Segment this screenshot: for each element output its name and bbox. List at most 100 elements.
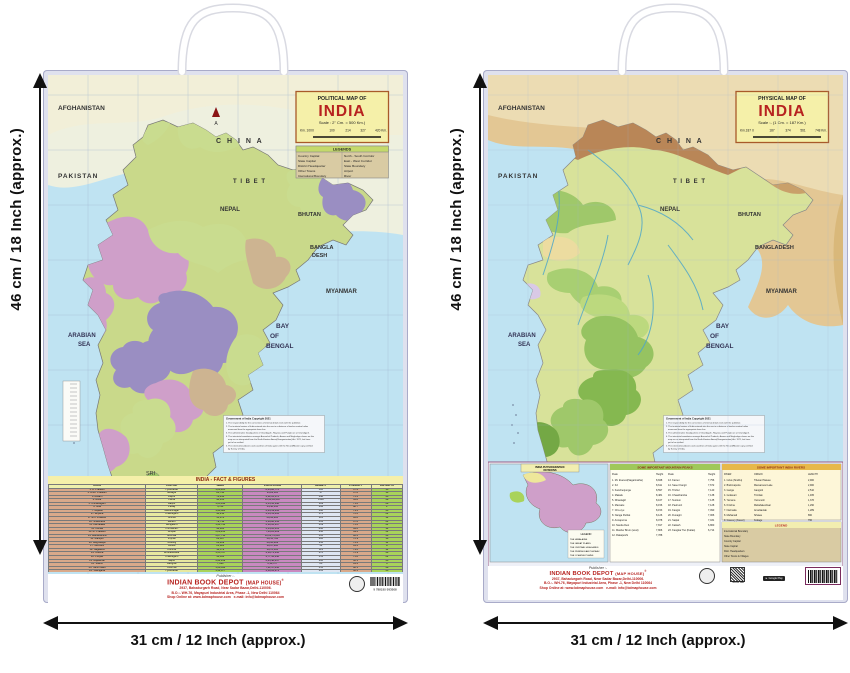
svg-text:Amarkantak: Amarkantak <box>754 509 768 512</box>
svg-text:BHUTAN: BHUTAN <box>738 212 761 218</box>
svg-text:1. The responsibility for the: 1. The responsibility for the correctnes… <box>666 422 741 425</box>
svg-text:Scale : 2'' Cm. = 500 Km.): Scale : 2'' Cm. = 500 Km.) <box>319 120 366 125</box>
svg-text:ORIGIN: ORIGIN <box>754 473 763 476</box>
svg-text:6. Krishna: 6. Krishna <box>724 504 735 507</box>
svg-text:PAKISTAN: PAKISTAN <box>58 173 98 180</box>
svg-text:Other Towns: Other Towns <box>298 169 316 173</box>
svg-text:Distt. Headquarters: Distt. Headquarters <box>724 550 745 553</box>
svg-text:374: 374 <box>785 129 791 133</box>
svg-text:SEA: SEA <box>78 342 91 348</box>
svg-text:187: 187 <box>769 129 775 133</box>
svg-text:INDIA: INDIA <box>318 103 365 120</box>
svg-text:BANGLA: BANGLA <box>310 245 334 251</box>
svg-text:yet to be verified.: yet to be verified. <box>668 441 684 444</box>
svg-text:MYANMAR: MYANMAR <box>326 289 357 295</box>
svg-text:ARABIAN: ARABIAN <box>508 333 536 339</box>
svg-text:2,900: 2,900 <box>808 484 815 487</box>
svg-text:THE COASTAL PLAINS: THE COASTAL PLAINS <box>570 554 594 557</box>
svg-text:17. Nunkun: 17. Nunkun <box>668 499 681 502</box>
svg-text:THE GREAT PLAINS: THE GREAT PLAINS <box>570 542 591 545</box>
svg-text:561: 561 <box>800 129 806 133</box>
svg-text:8,481: 8,481 <box>656 494 663 497</box>
svg-text:Km. 100: Km. 100 <box>300 129 312 133</box>
svg-text:Peak: Peak <box>612 473 618 476</box>
svg-text:East - West Corridor: East - West Corridor <box>344 159 372 163</box>
svg-text:5. The external boundaries and: 5. The external boundaries and coastline… <box>226 445 313 448</box>
svg-text:LEGEND: LEGEND <box>581 532 592 536</box>
svg-text:LEGEND: LEGEND <box>775 523 788 527</box>
svg-text:1,289: 1,289 <box>808 509 815 512</box>
svg-text:7,138: 7,138 <box>708 494 715 497</box>
svg-text:8,153: 8,153 <box>656 509 663 512</box>
svg-text:District Headquarter: District Headquarter <box>298 164 326 168</box>
svg-text:19. Kangto: 19. Kangto <box>668 509 681 512</box>
svg-text:Government of India Copyright: Government of India Copyright 2021 <box>226 417 271 421</box>
svg-text:6,860: 6,860 <box>708 524 715 527</box>
svg-text:1,290: 1,290 <box>808 504 815 507</box>
svg-text:1. Mt. Everest(Sagarmatha): 1. Mt. Everest(Sagarmatha) <box>612 479 643 482</box>
svg-text:SEA: SEA <box>518 342 531 348</box>
svg-text:Trimbak: Trimbak <box>754 494 763 497</box>
svg-text:7,756: 7,756 <box>708 479 715 482</box>
svg-text:Airport: Airport <box>344 169 353 173</box>
svg-text:0: 0 <box>312 129 314 133</box>
svg-text:State Boundary: State Boundary <box>344 164 366 168</box>
svg-text:SOME IMPORTANT INDIA RIVERS: SOME IMPORTANT INDIA RIVERS <box>757 465 805 469</box>
svg-text:8,078: 8,078 <box>656 519 663 522</box>
svg-text:THE PENINSULAR PLATEAU: THE PENINSULAR PLATEAU <box>570 550 600 553</box>
svg-text:2. The territorial waters of I: 2. The territorial waters of India exten… <box>666 425 748 428</box>
svg-text:327: 327 <box>360 129 366 133</box>
svg-text:BENGAL: BENGAL <box>266 343 293 350</box>
svg-text:International Boundary: International Boundary <box>724 530 749 533</box>
svg-text:1,465: 1,465 <box>808 494 815 497</box>
svg-text:23. Kangkar Tso (Kailas): 23. Kangkar Tso (Kailas) <box>668 529 695 532</box>
svg-text:9. Cauvery (Kaveri): 9. Cauvery (Kaveri) <box>724 519 745 522</box>
svg-text:measured from the appropriate: measured from the appropriate base line. <box>668 428 706 431</box>
svg-text:8. Mahanadi: 8. Mahanadi <box>724 514 738 517</box>
svg-text:map are as interpreted from th: map are as interpreted from the North-Ea… <box>668 438 751 441</box>
svg-text:16. Chaukhamba: 16. Chaukhamba <box>668 494 688 497</box>
svg-text:4. Makalu: 4. Makalu <box>612 494 623 497</box>
svg-text:4. The interstate boundaries a: 4. The interstate boundaries amongst Aru… <box>226 435 314 438</box>
svg-text:River: River <box>344 174 351 178</box>
svg-text:OF: OF <box>270 333 279 340</box>
svg-text:10. Nanda Devi: 10. Nanda Devi <box>612 524 630 527</box>
svg-text:THE CENTRAL HIGHLANDS: THE CENTRAL HIGHLANDS <box>570 546 599 549</box>
svg-text:7. Cho-oyu: 7. Cho-oyu <box>612 509 625 512</box>
svg-text:2. Brahmaputra: 2. Brahmaputra <box>724 484 741 487</box>
svg-text:C H I N A: C H I N A <box>216 138 264 145</box>
svg-text:15. Trishul: 15. Trishul <box>668 489 680 492</box>
svg-text:18. Pauhunri: 18. Pauhunri <box>668 504 683 507</box>
svg-text:9. Annapurna: 9. Annapurna <box>612 519 627 522</box>
svg-text:8. Nanga Parbat: 8. Nanga Parbat <box>612 514 631 517</box>
svg-text:1,376: 1,376 <box>808 499 815 502</box>
svg-text:C H I N A: C H I N A <box>656 138 704 145</box>
svg-text:yet to be verified.: yet to be verified. <box>228 441 244 444</box>
svg-text:BENGAL: BENGAL <box>706 343 733 350</box>
svg-text:7,788: 7,788 <box>656 534 663 537</box>
svg-text:6,714: 6,714 <box>708 529 715 532</box>
svg-text:22. Kailash: 22. Kailash <box>668 524 681 527</box>
svg-text:7,817: 7,817 <box>656 524 663 527</box>
svg-text:4. Godavari: 4. Godavari <box>724 494 737 497</box>
svg-text:4. The interstate boundaries a: 4. The interstate boundaries amongst Aru… <box>666 435 754 438</box>
svg-text:214: 214 <box>345 129 351 133</box>
svg-text:11. Masher Brum (west): 11. Masher Brum (west) <box>612 529 639 532</box>
svg-text:Height: Height <box>708 473 716 476</box>
svg-text:International Boundary: International Boundary <box>298 174 327 178</box>
svg-text:7,135: 7,135 <box>708 499 715 502</box>
svg-text:860: 860 <box>808 514 813 517</box>
svg-text:7,066: 7,066 <box>708 514 715 517</box>
svg-text:20. Dunagiri: 20. Dunagiri <box>668 514 682 517</box>
svg-text:2,510: 2,510 <box>808 489 815 492</box>
svg-text:State Capital: State Capital <box>298 159 316 163</box>
svg-text:Mansarovar Lake: Mansarovar Lake <box>754 484 773 487</box>
svg-text:5. The external boundaries and: 5. The external boundaries and coastline… <box>666 445 753 448</box>
svg-text:7,672: 7,672 <box>708 484 715 487</box>
svg-text:NEPAL: NEPAL <box>660 207 680 213</box>
svg-text:DIVISIONS: DIVISIONS <box>543 468 556 472</box>
svg-text:Peak: Peak <box>668 473 674 476</box>
svg-text:MYANMAR: MYANMAR <box>766 289 797 295</box>
svg-text:Kodagu: Kodagu <box>754 519 763 522</box>
svg-text:INDIA: INDIA <box>758 103 805 120</box>
